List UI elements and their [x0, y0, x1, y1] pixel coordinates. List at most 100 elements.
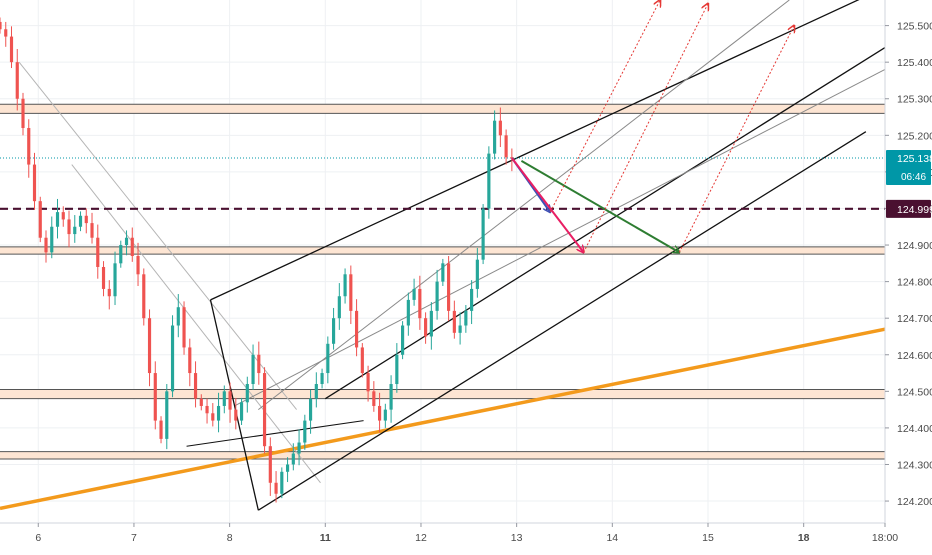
candle-body: [245, 384, 249, 403]
last-price-countdown: 06:46: [901, 172, 926, 183]
candle-body: [176, 307, 180, 326]
y-tick-label: 125.400: [897, 57, 932, 69]
candle-body: [113, 263, 117, 297]
candle-body: [395, 354, 399, 385]
orange-trendline: [0, 327, 886, 511]
candle-body: [257, 354, 261, 374]
projection-dotted-arrow: [583, 4, 708, 253]
zone-fill: [0, 389, 885, 399]
candle-body: [268, 446, 272, 483]
pitchfork-channel-line: [258, 0, 790, 411]
x-tick-label: 15: [702, 532, 714, 544]
x-tick-label: 6: [35, 532, 41, 544]
candle-body: [21, 98, 25, 129]
y-tick-label: 124.500: [897, 386, 932, 398]
candle-body: [15, 62, 19, 99]
candle-body: [78, 215, 83, 227]
candle-body: [44, 237, 48, 253]
candle-body: [481, 208, 485, 260]
candle-body: [130, 237, 134, 257]
candle-body: [452, 310, 456, 333]
projection-arrow: [520, 160, 679, 252]
last-price-badge: [886, 149, 931, 185]
candle-body: [285, 464, 290, 472]
candle-body: [188, 347, 192, 374]
candle-body: [331, 318, 336, 344]
candle-body: [297, 442, 301, 454]
pitchfork-base-line: [209, 299, 259, 511]
candle-body: [401, 325, 405, 355]
candle-body: [470, 288, 474, 311]
pitchfork-channel-line: [257, 131, 867, 511]
candle-body: [101, 266, 106, 289]
candle-body: [360, 347, 364, 374]
x-tick-label: 11: [320, 532, 331, 544]
x-tick-label: 7: [131, 532, 137, 544]
candle-body: [182, 307, 186, 348]
candle-body: [504, 135, 508, 158]
candle-body: [193, 373, 198, 399]
candle-body: [418, 288, 422, 319]
candle-body: [211, 413, 215, 421]
candle-body: [147, 318, 152, 374]
descending-channel-line: [71, 164, 321, 484]
candle-body: [4, 29, 8, 37]
candle-body: [170, 325, 175, 392]
candle-body: [498, 120, 502, 136]
candle-body: [119, 245, 123, 264]
y-tick-label: 124.400: [897, 423, 932, 435]
y-tick-label: 124.600: [897, 350, 932, 362]
pitchfork-handle-line: [186, 420, 364, 447]
candle-body: [412, 288, 416, 300]
y-tick-label: 125.200: [897, 130, 932, 142]
candle-body: [84, 215, 88, 224]
pitchfork-channel-line: [210, 0, 860, 301]
candle-body: [424, 318, 428, 337]
candle-body: [38, 201, 42, 238]
x-tick-label: 8: [227, 532, 233, 544]
candle-body: [406, 299, 410, 326]
y-tick-label: 124.800: [897, 277, 932, 289]
candle-body: [159, 420, 163, 439]
candle-body: [234, 409, 238, 421]
price-axis-background: [885, 0, 932, 550]
candle-body: [308, 398, 313, 421]
projection-dotted-arrow: [678, 26, 794, 253]
y-tick-label: 125.500: [897, 21, 932, 33]
pitchfork-channel-line: [324, 46, 886, 400]
candle-body: [487, 153, 491, 209]
candle-body: [493, 120, 497, 154]
zone-fill: [0, 246, 885, 255]
candle-body: [50, 226, 54, 253]
time-axis-background: [0, 523, 932, 550]
candle-body: [320, 373, 324, 385]
candle-body: [274, 482, 278, 494]
x-tick-label: 13: [511, 532, 523, 544]
candle-body: [199, 398, 203, 406]
candle-body: [61, 212, 65, 220]
candle-body: [0, 21, 2, 30]
descending-channel-line: [18, 61, 297, 410]
x-tick-label: 18: [798, 532, 810, 544]
candle-body: [73, 226, 77, 235]
candle-body: [510, 157, 514, 159]
candle-body: [378, 405, 382, 421]
candle-body: [354, 310, 359, 348]
candle-body: [389, 384, 393, 410]
x-tick-label: 14: [606, 532, 618, 544]
y-tick-label: 124.900: [897, 240, 932, 252]
candle-body: [32, 164, 37, 202]
pitchfork-channel-line: [234, 69, 886, 407]
candle-body: [96, 237, 100, 267]
candle-body: [55, 212, 60, 227]
candle-body: [222, 391, 226, 406]
x-tick-label: 12: [415, 532, 427, 544]
candle-body: [27, 128, 31, 165]
candle-body: [291, 453, 295, 465]
candle-body: [475, 259, 479, 289]
candle-body: [366, 373, 370, 392]
candle-body: [314, 384, 318, 399]
candle-body: [9, 36, 14, 63]
candle-body: [372, 391, 376, 406]
